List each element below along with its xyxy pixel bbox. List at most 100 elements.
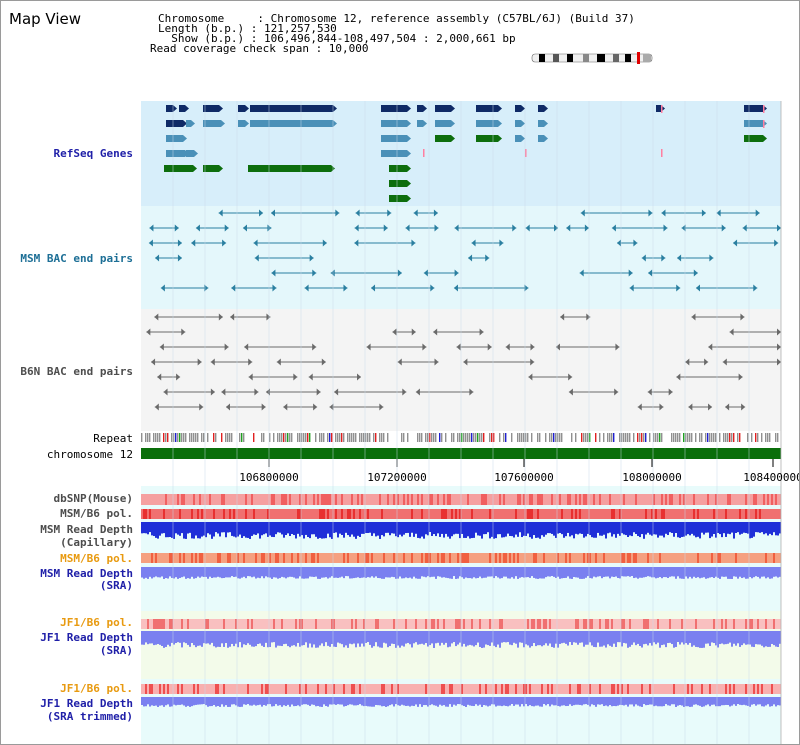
heat-cell xyxy=(299,684,301,694)
heat-cell xyxy=(667,553,669,563)
depth-bar xyxy=(569,697,571,705)
heat-cell xyxy=(397,684,399,694)
heat-cell xyxy=(419,509,421,519)
depth-bar xyxy=(559,697,561,707)
depth-bar xyxy=(531,522,533,539)
heat-cell xyxy=(445,619,447,629)
heat-cell xyxy=(195,494,197,505)
heat-cell xyxy=(175,684,177,694)
heat-cell xyxy=(659,619,661,629)
heat-cell xyxy=(287,619,289,629)
repeat-element xyxy=(661,433,663,442)
depth-bar xyxy=(319,522,321,538)
depth-bar xyxy=(621,567,623,577)
gene-feature xyxy=(166,150,185,157)
depth-bar xyxy=(259,522,261,539)
heat-cell xyxy=(719,494,721,505)
heat-cell xyxy=(299,509,301,519)
depth-bar xyxy=(755,567,757,577)
depth-bar xyxy=(301,522,303,536)
depth-bar xyxy=(249,522,251,539)
heat-cell xyxy=(389,494,391,505)
heat-cell xyxy=(659,494,661,505)
msm-bac-end xyxy=(155,254,160,262)
depth-bar xyxy=(219,567,221,578)
heat-cell xyxy=(401,494,403,505)
depth-bar xyxy=(233,631,235,647)
heat-cell xyxy=(247,509,249,519)
depth-bar xyxy=(751,567,753,579)
heat-cell xyxy=(401,553,403,563)
heat-cell xyxy=(315,509,317,519)
depth-bar xyxy=(649,522,651,535)
msm-bac-end xyxy=(434,224,439,232)
depth-bar xyxy=(345,697,347,707)
depth-bar xyxy=(533,631,535,644)
heat-cell xyxy=(509,494,511,505)
heat-cell xyxy=(499,494,501,505)
depth-bar xyxy=(747,697,749,706)
depth-bar xyxy=(209,697,211,707)
repeat-element xyxy=(687,433,689,442)
depth-bar xyxy=(199,697,201,705)
heat-cell xyxy=(419,619,421,629)
repeat-element xyxy=(445,433,447,442)
depth-bar xyxy=(763,567,765,577)
depth-bar xyxy=(569,631,571,643)
heat-cell xyxy=(321,494,323,505)
gene-strand-arrow xyxy=(191,120,195,127)
heat-cell xyxy=(741,509,743,519)
heat-cell xyxy=(343,553,345,563)
depth-bar xyxy=(737,697,739,705)
heat-cell xyxy=(279,619,281,629)
depth-bar xyxy=(463,631,465,644)
heat-cell xyxy=(413,619,415,629)
depth-bar xyxy=(417,522,419,538)
heat-cell xyxy=(347,509,349,519)
depth-bar xyxy=(207,567,209,579)
depth-bar xyxy=(553,522,555,536)
depth-bar xyxy=(515,567,517,577)
heat-cell xyxy=(777,684,779,694)
depth-bar xyxy=(393,631,395,644)
heat-cell xyxy=(209,509,211,519)
heat-cell xyxy=(481,494,483,505)
heat-cell xyxy=(451,509,453,519)
repeat-element xyxy=(183,433,185,442)
heat-cell xyxy=(537,509,539,519)
heat-cell xyxy=(703,494,705,505)
heat-cell xyxy=(621,619,623,629)
gene-feature xyxy=(538,105,544,112)
heat-cell xyxy=(713,619,715,629)
depth-bar xyxy=(421,567,423,577)
heat-cell xyxy=(347,553,349,563)
heat-cell xyxy=(237,619,239,629)
chromosome-ideogram[interactable] xyxy=(531,52,653,64)
repeat-element xyxy=(381,433,383,442)
depth-bar xyxy=(243,697,245,705)
repeat-element xyxy=(551,433,553,442)
heat-cell xyxy=(617,619,619,629)
heat-cell xyxy=(495,509,497,519)
bac-end-pairs-tracks[interactable] xyxy=(146,209,781,411)
repeat-element xyxy=(475,433,477,442)
depth-bar xyxy=(679,522,681,538)
msm-bac-end xyxy=(231,284,236,292)
heat-cell xyxy=(641,494,643,505)
heat-cell xyxy=(241,684,243,694)
heat-cell xyxy=(577,509,579,519)
gene-strand-arrow xyxy=(521,120,525,127)
heat-cell xyxy=(625,509,627,519)
depth-bar xyxy=(293,697,295,707)
heat-cell xyxy=(701,494,703,505)
depth-bar xyxy=(251,631,253,647)
depth-bar xyxy=(441,697,443,706)
refseq-genes-track[interactable] xyxy=(164,105,767,202)
heat-cell xyxy=(281,684,283,694)
heat-cell xyxy=(509,619,511,629)
depth-bar xyxy=(511,522,513,537)
heat-cell xyxy=(719,553,721,563)
heat-cell xyxy=(249,553,251,563)
